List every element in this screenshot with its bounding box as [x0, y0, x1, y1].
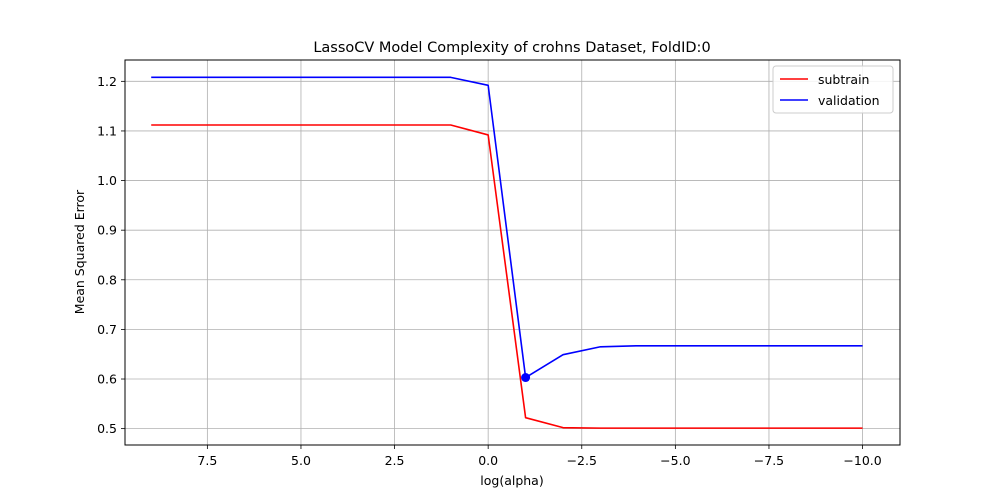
series-lines	[151, 76, 863, 429]
legend-label-validation: validation	[818, 93, 880, 108]
x-tick-label: 7.5	[197, 453, 217, 468]
legend-box	[772, 65, 894, 114]
y-axis-label: Mean Squared Error	[72, 189, 87, 314]
marker-layer	[521, 373, 531, 383]
x-tick-label: −7.5	[754, 453, 784, 468]
series-line-subtrain	[151, 124, 863, 429]
y-tick-label: 0.6	[97, 372, 117, 387]
x-tick-label: 2.5	[385, 453, 405, 468]
x-tick-label: −2.5	[567, 453, 597, 468]
x-tick-label: 0.0	[478, 453, 498, 468]
x-tick-label: −10.0	[843, 453, 881, 468]
min-validation-marker	[521, 373, 531, 383]
y-tick-label: 0.7	[97, 322, 117, 337]
chart-title: LassoCV Model Complexity of crohns Datas…	[313, 40, 710, 56]
legend: subtrain validation	[772, 65, 894, 114]
grid	[125, 60, 900, 445]
x-tick-label: −5.0	[660, 453, 690, 468]
legend-label-subtrain: subtrain	[818, 72, 869, 87]
y-tick-label: 0.5	[97, 421, 117, 436]
axis-ticks: 7.5 5.0 2.5 0.0 −2.5 −5.0 −7.5 −10.0 0.5 0.6 0.7 0.…	[97, 74, 882, 468]
y-tick-label: 0.9	[97, 223, 117, 238]
y-tick-label: 0.8	[97, 272, 117, 287]
x-tick-label: 5.0	[291, 453, 311, 468]
plot-frame	[124, 59, 901, 446]
y-tick-label: 1.2	[97, 74, 117, 89]
y-tick-label: 1.1	[97, 123, 117, 138]
y-tick-label: 1.0	[97, 173, 117, 188]
x-axis-label: log(alpha)	[480, 473, 543, 488]
series-line-validation	[151, 76, 863, 379]
